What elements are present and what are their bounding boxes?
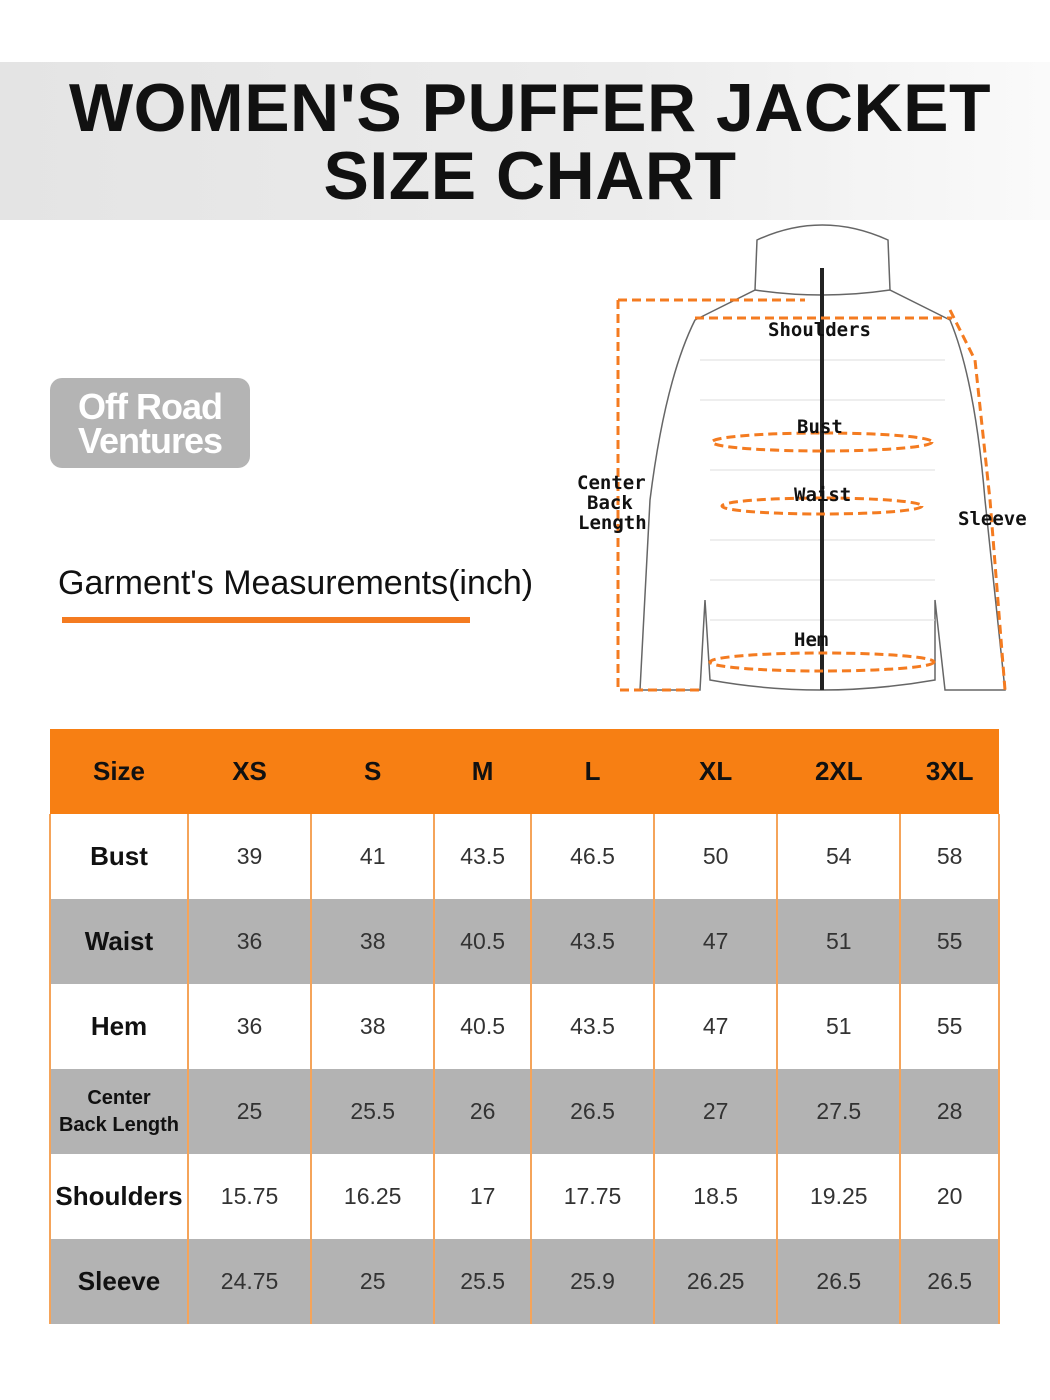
label-shoulders: Shoulders: [768, 319, 871, 341]
table-row: Hem 36 38 40.5 43.5 47 51 55: [49, 984, 1000, 1069]
row-header: Center Back Length: [49, 1069, 189, 1154]
table-cell: 43.5: [529, 899, 656, 984]
table-cell: 26.5: [776, 1239, 902, 1324]
table-cell: 36: [186, 984, 313, 1069]
label-waist: Waist: [794, 484, 851, 506]
row-header-line: Center: [87, 1086, 151, 1109]
table-cell: 24.75: [186, 1239, 313, 1324]
label-hem: Hem: [794, 629, 828, 651]
label-center-back-2: Back: [587, 492, 633, 514]
table-cell: 47: [653, 984, 779, 1069]
table-cell: 25: [310, 1239, 436, 1324]
table-cell: 25.9: [529, 1239, 656, 1324]
row-header-line: Back Length: [58, 1113, 180, 1136]
col-header: M: [434, 729, 531, 814]
title-line-2: SIZE CHART: [323, 138, 737, 214]
table-cell: 25.5: [433, 1239, 532, 1324]
table-row: Sleeve 24.75 25 25.5 25.9 26.25 26.5 26.5: [49, 1239, 1000, 1324]
table-cell: 15.75: [186, 1154, 313, 1239]
table-cell: 17: [433, 1154, 532, 1239]
table-cell: 40.5: [433, 899, 532, 984]
table-row: Center Back Length 25 25.5 26 26.5 27 27.5 28: [49, 1069, 1000, 1154]
logo-line-1: Off Road: [78, 386, 223, 427]
row-header: Bust: [49, 814, 189, 899]
jacket-diagram: Shoulders Bust Waist Hem Sleeve Center B…: [577, 224, 1027, 692]
col-header: L: [530, 729, 655, 814]
measure-lines: [616, 298, 1007, 692]
table-cell: 26.5: [529, 1069, 656, 1154]
table-cell: 16.25: [310, 1154, 436, 1239]
table-cell: 26.25: [653, 1239, 779, 1324]
page-title: WOMEN'S PUFFER JACKET SIZE CHART: [0, 74, 1050, 210]
title-banner: [0, 62, 1050, 220]
table-cell: 51: [776, 899, 902, 984]
table-cell: 43.5: [529, 984, 656, 1069]
table-cell: 25: [186, 1069, 313, 1154]
table-cell: 41: [310, 814, 436, 899]
col-header: Size: [50, 729, 188, 814]
table-cell: 28: [899, 1069, 1000, 1154]
size-table: Size XS S M L XL 2XL 3XL Bust 39 41 43.5 46.…: [49, 729, 1000, 1324]
table-row: Waist 36 38 40.5 43.5 47 51 55: [49, 899, 1000, 984]
col-header: XL: [654, 729, 778, 814]
label-sleeve: Sleeve: [958, 508, 1027, 530]
col-header: XS: [188, 729, 312, 814]
table-cell: 39: [186, 814, 313, 899]
table-cell: 17.75: [529, 1154, 656, 1239]
table-row: Shoulders 15.75 16.25 17 17.75 18.5 19.25 20: [49, 1154, 1000, 1239]
table-cell: 43.5: [433, 814, 532, 899]
table-cell: 26: [433, 1069, 532, 1154]
table-cell: 26.5: [899, 1239, 1000, 1324]
table-cell: 18.5: [653, 1154, 779, 1239]
table-cell: 38: [310, 899, 436, 984]
row-header: Hem: [49, 984, 189, 1069]
logo-line-2: Ventures: [77, 420, 223, 461]
table-row: Bust 39 41 43.5 46.5 50 54 58: [49, 814, 1000, 899]
row-header: Waist: [49, 899, 189, 984]
measurements-heading: Garment's Measurements(inch): [58, 564, 534, 602]
col-header: 2XL: [777, 729, 901, 814]
table-cell: 27.5: [776, 1069, 902, 1154]
table-cell: 20: [899, 1154, 1000, 1239]
table-cell: 25.5: [310, 1069, 436, 1154]
label-bust: Bust: [797, 416, 843, 438]
table-cell: 58: [899, 814, 1000, 899]
label-center-back-1: Center: [577, 472, 646, 494]
brand-logo: Off Road Ventures: [50, 378, 250, 468]
table-cell: 40.5: [433, 984, 532, 1069]
table-cell: 27: [653, 1069, 779, 1154]
col-header: 3XL: [900, 729, 999, 814]
row-header: Shoulders: [49, 1154, 189, 1239]
table-cell: 55: [899, 984, 1000, 1069]
table-cell: 50: [653, 814, 779, 899]
table-cell: 51: [776, 984, 902, 1069]
table-header-row: Size XS S M L XL 2XL 3XL: [50, 729, 999, 814]
table-cell: 47: [653, 899, 779, 984]
row-header: Sleeve: [49, 1239, 189, 1324]
title-line-1: WOMEN'S PUFFER JACKET: [68, 70, 992, 146]
table-cell: 19.25: [776, 1154, 902, 1239]
table-cell: 36: [186, 899, 313, 984]
table-cell: 38: [310, 984, 436, 1069]
label-center-back-3: Length: [578, 512, 647, 534]
table-cell: 46.5: [529, 814, 656, 899]
col-header: S: [311, 729, 435, 814]
heading-underline: [62, 617, 470, 623]
table-cell: 54: [776, 814, 902, 899]
table-cell: 55: [899, 899, 1000, 984]
